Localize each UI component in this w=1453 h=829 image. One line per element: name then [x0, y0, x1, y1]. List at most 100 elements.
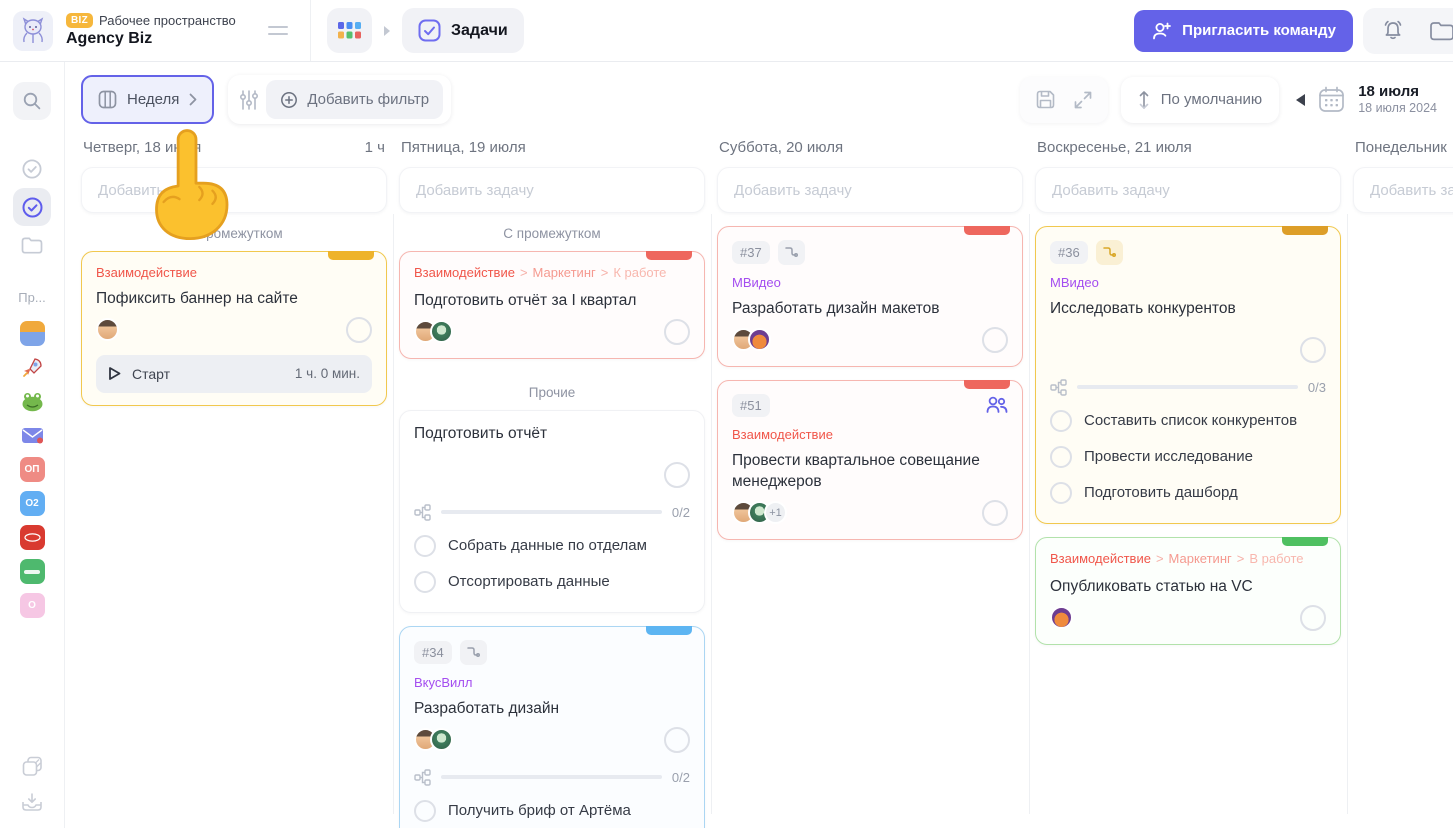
task-title: Пофиксить баннер на сайте	[96, 290, 298, 307]
add-filter-button[interactable]: Добавить фильтр	[266, 80, 444, 119]
envelope-icon	[21, 428, 43, 444]
green-logo-band-icon	[24, 569, 40, 574]
archive-inbox-icon[interactable]	[21, 792, 43, 812]
task-title: Разработать дизайн макетов	[732, 300, 940, 317]
complete-checkbox[interactable]	[664, 726, 690, 753]
breadcrumb-part: К работе	[613, 265, 667, 280]
task-card-publish-vc[interactable]: Взаимодействие > Маркетинг > В работе Оп…	[1035, 536, 1341, 645]
subtask-checkbox[interactable]	[1050, 445, 1072, 468]
workspace-logo[interactable]	[13, 10, 53, 51]
breadcrumb-separator: >	[1236, 550, 1245, 566]
complete-checkbox[interactable]	[982, 499, 1008, 526]
project-icon-green-logo[interactable]	[19, 559, 45, 584]
week-board: Четверг, 18 июля 1 ч Добавить задачу С п…	[65, 126, 1453, 828]
view-mode-button[interactable]: Неделя	[81, 75, 215, 124]
subtask-checkbox[interactable]	[1050, 481, 1072, 504]
add-task-input[interactable]: Добавить задачу	[399, 167, 705, 213]
sort-label: По умолчанию	[1160, 91, 1263, 108]
progress-count: 0/2	[671, 769, 690, 785]
priority-tab	[1282, 226, 1328, 235]
timer-bar[interactable]: Старт 1 ч. 0 мин.	[96, 354, 372, 393]
search-button[interactable]	[13, 82, 51, 120]
project-icon-frog[interactable]	[20, 389, 45, 414]
sliders-icon[interactable]	[238, 89, 260, 111]
bell-icon[interactable]	[1381, 19, 1405, 43]
avatar	[96, 318, 119, 342]
subtask-checkbox[interactable]	[414, 799, 436, 822]
chevron-right-icon	[384, 25, 390, 36]
check-circle-icon	[22, 159, 42, 179]
project-icon-o2[interactable]: О2	[19, 491, 45, 516]
project-icon-briefcase[interactable]	[19, 321, 45, 346]
menu-toggle-button[interactable]	[262, 20, 294, 42]
subtask-checkbox[interactable]	[414, 534, 436, 557]
task-id-badge: #34	[414, 640, 452, 664]
subtasks-icon	[414, 768, 431, 786]
project-icon-o[interactable]: O	[19, 593, 45, 618]
add-task-input[interactable]: Добавить задачу	[81, 167, 387, 213]
tab-tasks-label: Задачи	[451, 21, 508, 39]
add-task-input[interactable]: Добавить задачу	[1035, 167, 1341, 213]
sidebar-item-my-tasks[interactable]	[13, 150, 51, 188]
apps-grid-button[interactable]	[327, 8, 372, 53]
tab-tasks[interactable]: Задачи	[402, 8, 524, 53]
date-picker[interactable]: 18 июля 18 июля 2024	[1358, 83, 1437, 116]
subtask-checkbox[interactable]	[1050, 409, 1072, 432]
add-task-input[interactable]: Добавить задачу	[717, 167, 1023, 213]
date-subtitle: 18 июля 2024	[1358, 101, 1437, 115]
project-link[interactable]: ВкусВилл	[414, 674, 473, 690]
chevron-right-icon	[189, 93, 197, 106]
projects-section-label: Пр...	[18, 290, 46, 305]
task-card-quarter-meeting[interactable]: #51 Взаимодействие Провести квартальное …	[717, 379, 1023, 540]
project-link[interactable]: МВидео	[732, 275, 781, 290]
folder-icon[interactable]	[1429, 20, 1453, 42]
breadcrumb-part: Взаимодействие	[1050, 550, 1151, 566]
task-card-design-mockups[interactable]: #37 МВидео Разработать дизайн макетов	[717, 226, 1023, 367]
project-icon-op[interactable]: ОП	[19, 457, 45, 482]
subtask-checkbox[interactable]	[414, 570, 436, 593]
templates-icon[interactable]	[22, 756, 43, 777]
subtask-row: Отсортировать данные	[414, 564, 690, 600]
calendar-icon[interactable]	[1318, 86, 1345, 113]
add-task-input[interactable]: Добавить задачу	[1353, 167, 1453, 213]
column-friday: Пятница, 19 июля Добавить задачу С проме…	[399, 136, 712, 828]
subtask-row: Подготовить дашборд	[1050, 475, 1326, 511]
task-card-research-competitors[interactable]: #36 МВидео Исследовать конкурентов	[1035, 226, 1341, 524]
complete-checkbox[interactable]	[664, 318, 690, 345]
column-title: Суббота, 20 июля	[719, 139, 844, 156]
workspace-info[interactable]: BIZ Рабочее пространство Agency Biz	[66, 13, 249, 48]
subtasks-icon	[414, 504, 431, 521]
project-icon-mail[interactable]	[20, 423, 45, 448]
search-icon	[23, 92, 41, 110]
task-label: Взаимодействие	[96, 265, 197, 280]
save-icon[interactable]	[1035, 89, 1056, 110]
subtask-label: Отсортировать данные	[448, 573, 610, 591]
project-icon-rocket[interactable]	[20, 355, 45, 380]
project-link[interactable]: МВидео	[1050, 275, 1099, 290]
invite-team-button[interactable]: Пригласить команду	[1134, 9, 1353, 52]
expand-icon[interactable]	[1073, 90, 1093, 110]
rocket-icon	[23, 357, 42, 377]
sidebar-item-tasks-active[interactable]	[13, 188, 51, 226]
task-card-report[interactable]: Подготовить отчёт 0	[399, 409, 705, 613]
sidebar-item-projects-folder[interactable]	[13, 226, 51, 264]
task-card-fix-banner[interactable]: Взаимодействие Пофиксить баннер на сайте…	[81, 251, 387, 406]
complete-checkbox[interactable]	[346, 316, 372, 343]
prev-period-button[interactable]	[1296, 93, 1306, 106]
sort-button[interactable]: По умолчанию	[1120, 76, 1280, 123]
task-card-quarter-report[interactable]: Взаимодействие > Маркетинг > К работе По…	[399, 251, 705, 359]
breadcrumb-part: Маркетинг	[532, 265, 596, 280]
board-view-icon	[98, 90, 117, 109]
task-card-design[interactable]: #34 ВкусВилл Разработать дизайн	[399, 625, 705, 828]
project-icon-red-logo[interactable]	[19, 525, 45, 550]
complete-checkbox[interactable]	[1300, 336, 1326, 363]
group-meeting-icon	[986, 397, 1008, 414]
complete-checkbox[interactable]	[982, 326, 1008, 353]
toolbar-right: По умолчанию 18 июля 18 июля 2024	[1019, 76, 1437, 123]
subtask-progress: 0/2	[414, 504, 690, 521]
sidebar-bottom	[21, 756, 43, 812]
subtask-progress: 0/3	[1050, 379, 1326, 396]
complete-checkbox[interactable]	[1300, 604, 1326, 631]
column-title: Воскресенье, 21 июля	[1037, 139, 1192, 156]
complete-checkbox[interactable]	[664, 461, 690, 488]
